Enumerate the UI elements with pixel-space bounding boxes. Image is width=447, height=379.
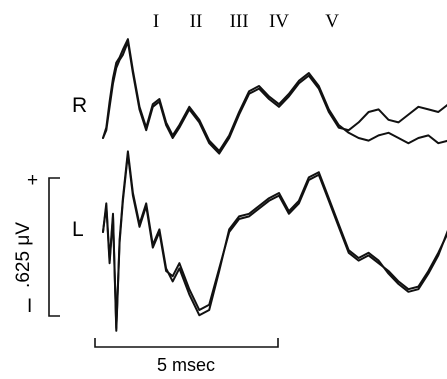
waveform-l-trial-2 — [102, 150, 447, 330]
time-calibration-bar — [94, 338, 279, 348]
peak-label-group: I II III IV V — [153, 11, 339, 32]
channel-label-left: L — [72, 218, 84, 241]
time-calibration-label: 5 msec — [157, 355, 215, 375]
peak-label-iii: III — [230, 11, 249, 32]
channel-label-right: R — [72, 94, 87, 117]
amplitude-calibration-bar — [48, 177, 60, 317]
amplitude-calibration-minus: I — [27, 296, 32, 317]
peak-label-iv: IV — [269, 11, 289, 32]
amplitude-calibration-value: .625 μV — [13, 222, 34, 288]
amplitude-calibration-plus: + — [27, 170, 38, 191]
waveform-r-trial-2 — [102, 38, 447, 152]
peak-label-v: V — [325, 11, 339, 32]
peak-label-i: I — [153, 11, 159, 32]
trace-group — [102, 38, 447, 332]
peak-label-ii: II — [190, 11, 203, 32]
